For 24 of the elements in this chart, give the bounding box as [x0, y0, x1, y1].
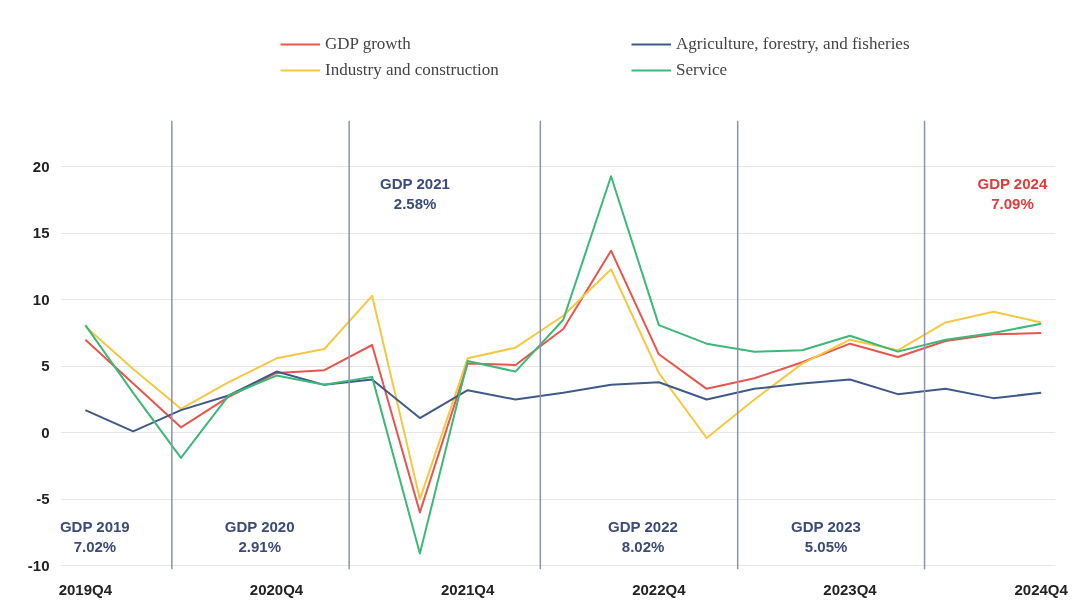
legend-label: GDP growth [325, 34, 412, 54]
x-tick-label: 2022Q4 [632, 580, 687, 598]
annotation: GDP 2024 7.09% [977, 174, 1048, 213]
annotation: GDP 2020 2.91% [224, 517, 295, 556]
line-series [84, 370, 1043, 433]
annotation: GDP 2022 8.02% [608, 517, 678, 556]
y-tick-label: 15 [32, 224, 50, 242]
y-tick-label: 20 [32, 157, 50, 175]
x-tick-label: 2020Q4 [249, 580, 304, 598]
y-tick-label: -5 [36, 490, 50, 508]
annotation: GDP 2023 5.05% [791, 517, 861, 556]
y-tick-label: -10 [27, 556, 50, 574]
annotation: GDP 2019 7.02% [59, 517, 130, 556]
x-tick-label: 2024Q4 [1014, 580, 1069, 598]
y-tick-label: 10 [32, 290, 50, 308]
annotation: GDP 2021 2.58% [380, 174, 450, 213]
x-tick-label: 2023Q4 [823, 580, 878, 598]
legend-label: Agriculture, forestry, and fisheries [676, 34, 911, 54]
legend-label: Service [676, 60, 728, 80]
x-tick-label: 2019Q4 [58, 580, 113, 598]
y-tick-label: 5 [41, 357, 50, 375]
x-tick-label: 2021Q4 [440, 580, 496, 598]
legend-label: Industry and construction [325, 60, 500, 80]
y-tick-label: 0 [41, 423, 50, 441]
